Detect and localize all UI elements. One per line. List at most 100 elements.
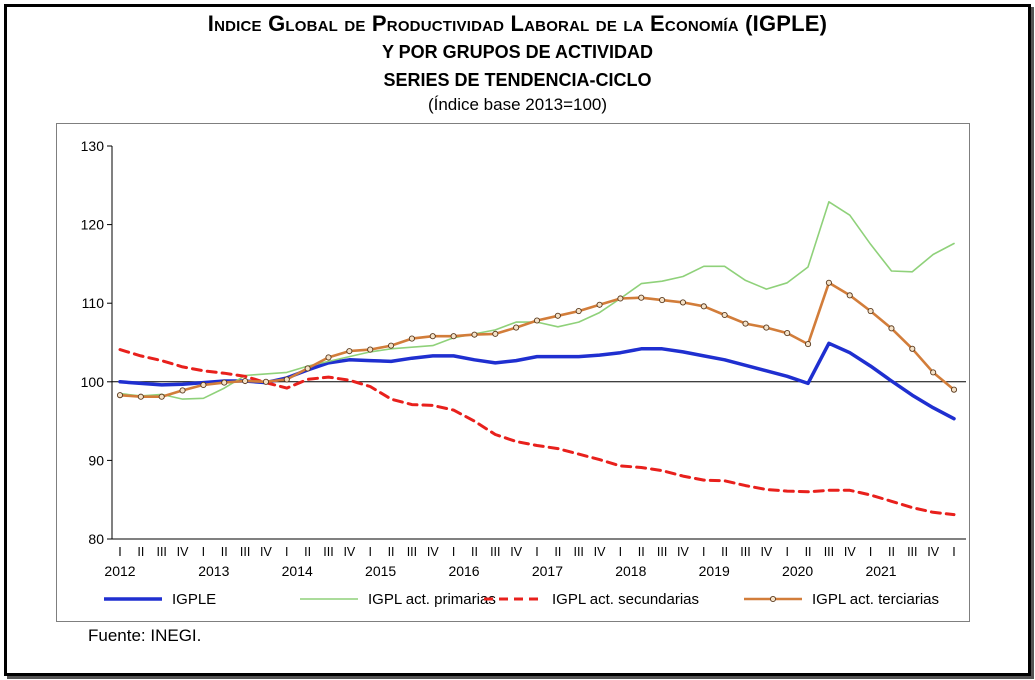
y-tick-label: 90 (88, 452, 104, 468)
series-point-4 (700, 303, 707, 310)
legend-label-1: IGPLE (172, 591, 216, 608)
series-point-4 (575, 308, 582, 315)
y-tick-label: 110 (82, 295, 105, 311)
legend-marker-4 (769, 595, 777, 603)
series-point-4 (888, 325, 895, 332)
series-point-4 (909, 345, 916, 352)
x-tick-year: 2020 (782, 563, 813, 579)
x-tick-quarter: III (240, 545, 250, 559)
series-point-4 (950, 386, 958, 393)
legend-label-2: IGPL act. primarias (368, 591, 496, 608)
series-point-4 (450, 333, 457, 340)
series-point-4 (930, 369, 937, 376)
x-tick-quarter: I (785, 545, 788, 559)
series-point-4 (721, 311, 728, 319)
x-tick-quarter: I (285, 545, 288, 559)
legend-label-4: IGPL act. terciarias (812, 591, 939, 608)
x-tick-quarter: IV (844, 545, 856, 559)
series-point-4 (408, 335, 415, 342)
x-tick-quarter: III (407, 545, 417, 559)
series-point-4 (825, 279, 832, 286)
series-point-4 (221, 379, 228, 386)
x-tick-quarter: III (740, 545, 750, 559)
series-point-4 (116, 392, 124, 399)
x-tick-year: 2021 (865, 563, 896, 579)
series-point-4 (429, 333, 436, 340)
x-tick-year: 2013 (198, 563, 229, 579)
x-tick-quarter: IV (677, 545, 689, 559)
x-tick-quarter: III (824, 545, 834, 559)
x-tick-quarter: II (888, 545, 895, 559)
x-tick-quarter: I (702, 545, 705, 559)
x-tick-quarter: II (471, 545, 478, 559)
x-tick-year: 2014 (282, 563, 313, 579)
series-point-4 (513, 324, 520, 331)
x-tick-quarter: II (805, 545, 812, 559)
x-tick-quarter: IV (343, 545, 355, 559)
series-point-4 (596, 301, 603, 308)
series-point-4 (867, 308, 874, 315)
series-point-4 (679, 299, 687, 306)
series-point-4 (262, 378, 270, 385)
series-point-4 (304, 365, 311, 372)
y-tick-label: 120 (81, 217, 105, 233)
chart-titles: Indice Global de Productividad Laboral d… (0, 10, 1035, 116)
series-line-3 (118, 348, 956, 517)
legend-label-3: IGPL act. secundarias (552, 591, 699, 608)
x-tick-quarter: IV (177, 545, 189, 559)
series-point-4 (471, 331, 478, 338)
x-tick-quarter: II (721, 545, 728, 559)
x-tick-quarter: IV (510, 545, 522, 559)
x-tick-quarter: II (137, 545, 144, 559)
x-tick-quarter: III (490, 545, 500, 559)
series-point-4 (784, 330, 791, 337)
x-tick-year: 2012 (104, 563, 135, 579)
series-point-4 (617, 295, 624, 302)
chart-subtitle-series: SERIES DE TENDENCIA-CICLO (383, 70, 652, 90)
x-tick-quarter: I (952, 545, 955, 559)
x-tick-quarter: III (657, 545, 667, 559)
x-tick-quarter: II (304, 545, 311, 559)
y-tick-label: 80 (88, 531, 104, 547)
x-tick-quarter: I (452, 545, 455, 559)
series-point-4 (742, 320, 749, 327)
x-tick-quarter: III (573, 545, 583, 559)
x-tick-quarter: IV (260, 545, 272, 559)
x-tick-quarter: III (323, 545, 333, 559)
y-tick-label: 100 (81, 374, 105, 390)
y-tick-label: 130 (81, 138, 105, 154)
series-point-4 (533, 317, 541, 324)
x-tick-quarter: III (907, 545, 917, 559)
x-tick-quarter: I (118, 545, 121, 559)
x-tick-quarter: II (388, 545, 395, 559)
x-tick-quarter: I (869, 545, 872, 559)
x-tick-quarter: I (202, 545, 205, 559)
series-point-4 (387, 342, 395, 349)
x-tick-quarter: I (619, 545, 622, 559)
series-point-4 (200, 381, 207, 388)
series-point-4 (659, 297, 666, 304)
series-line-2 (119, 201, 955, 400)
series-point-4 (846, 292, 853, 299)
x-tick-quarter: I (368, 545, 371, 559)
series-point-4 (137, 393, 144, 400)
x-tick-year: 2019 (699, 563, 730, 579)
chart-title: Indice Global de Productividad Laboral d… (207, 11, 828, 36)
x-tick-quarter: IV (427, 545, 439, 559)
series-point-4 (242, 377, 249, 385)
series-point-4 (638, 294, 645, 301)
x-tick-year: 2015 (365, 563, 396, 579)
series-point-4 (763, 324, 770, 331)
x-tick-quarter: IV (594, 545, 606, 559)
x-tick-year: 2017 (532, 563, 563, 579)
series-point-4 (367, 346, 374, 353)
source-note: Fuente: INEGI. (88, 626, 202, 645)
x-tick-quarter: I (535, 545, 538, 559)
x-tick-quarter: II (221, 545, 228, 559)
x-tick-quarter: II (638, 545, 645, 559)
series-point-4 (554, 312, 561, 319)
series-point-4 (283, 376, 290, 383)
series-point-4 (179, 387, 186, 394)
chart-subtitle: Y POR GRUPOS DE ACTIVIDAD (381, 42, 654, 62)
